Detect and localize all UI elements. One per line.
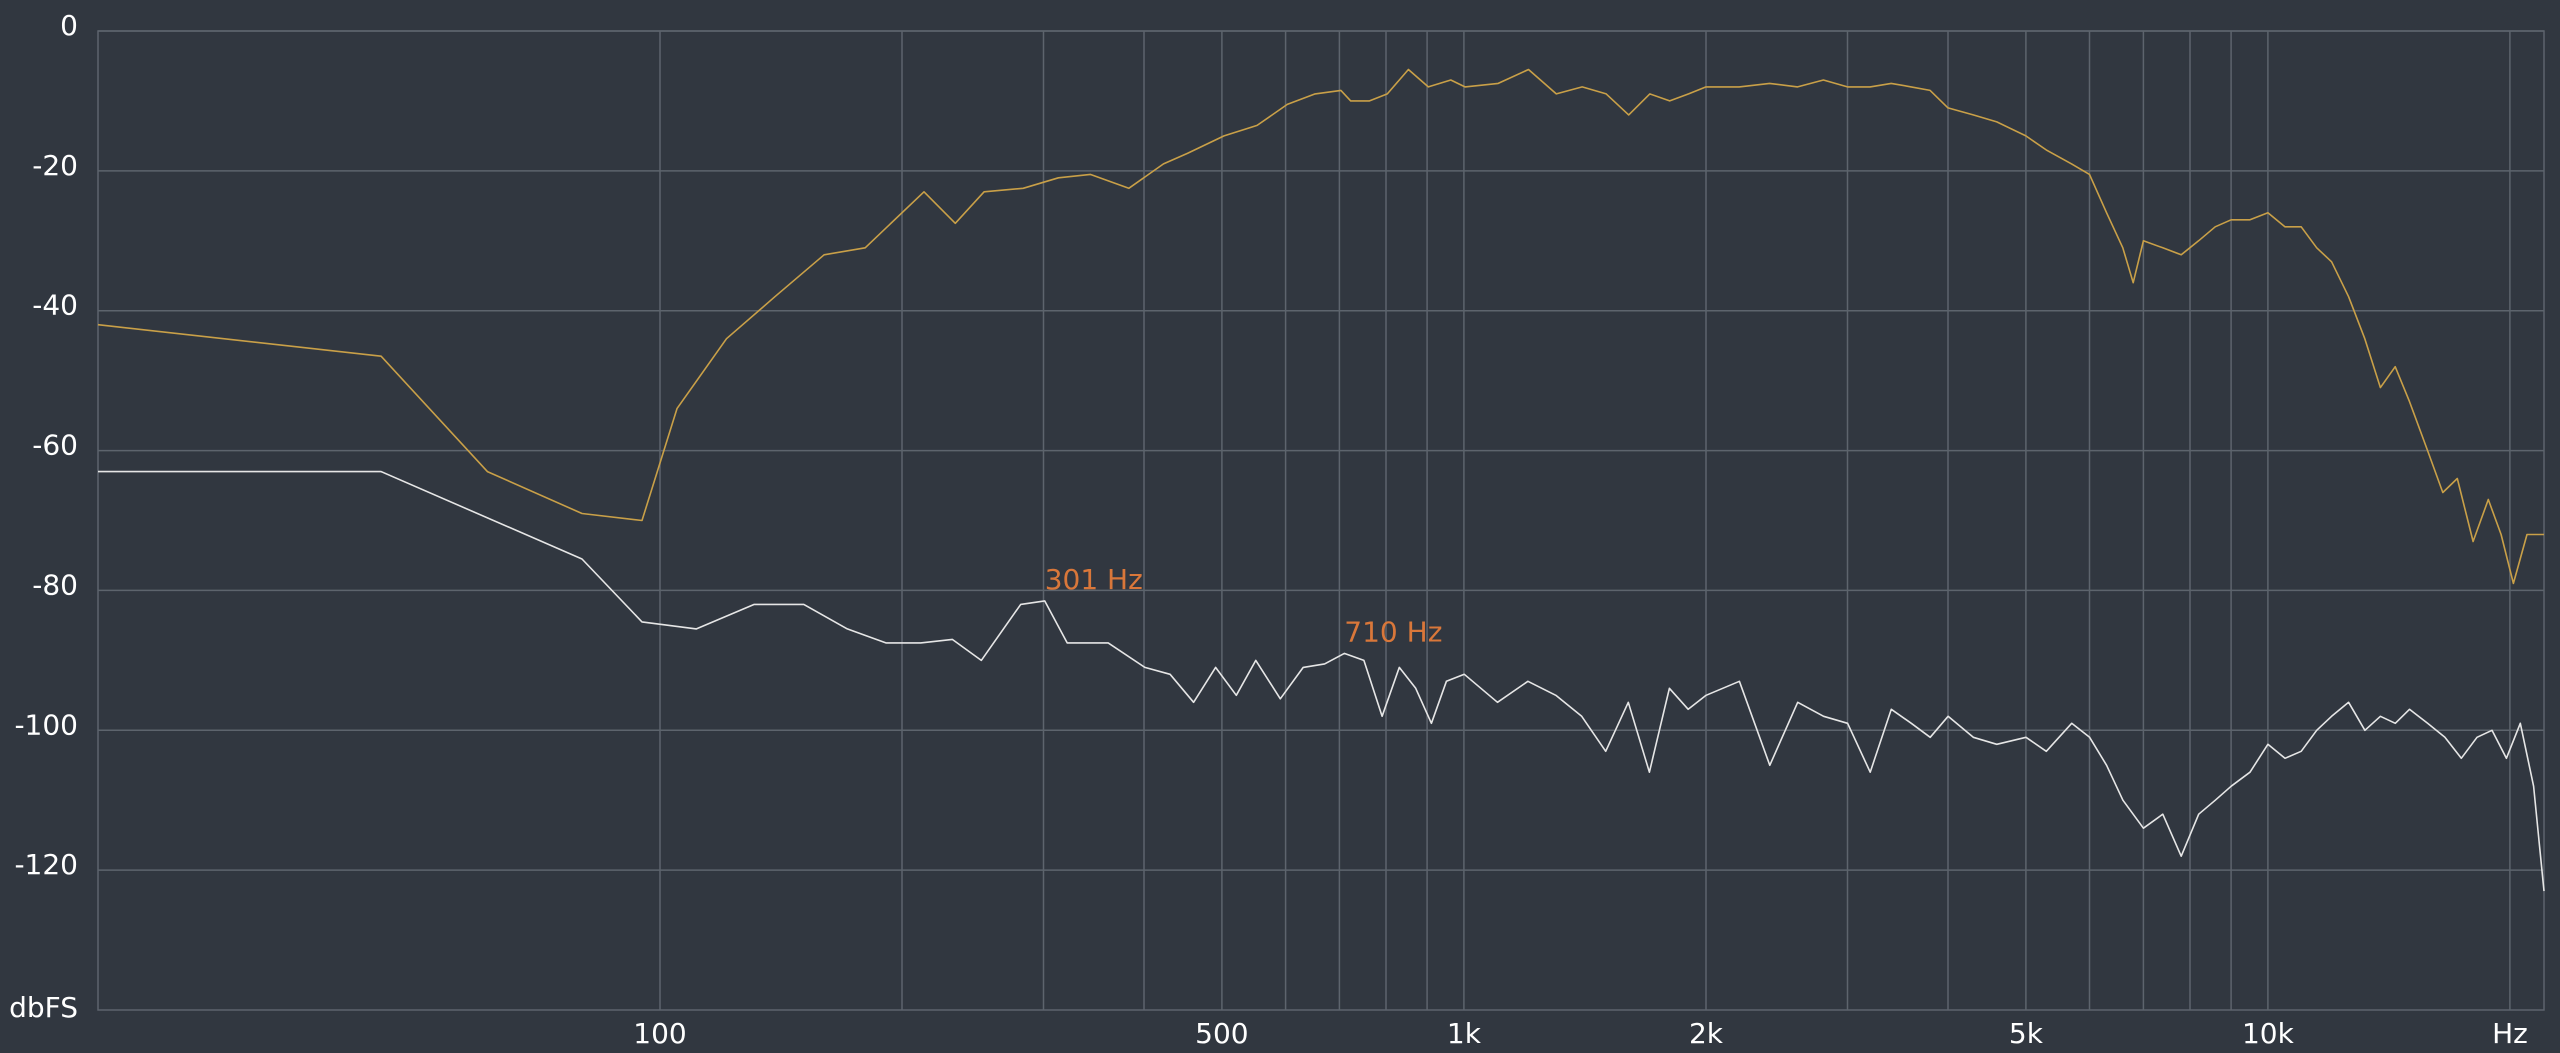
y-unit-label: dbFS	[9, 991, 78, 1024]
series-line-2	[98, 470, 2545, 892]
y-tick-label: 0	[60, 9, 78, 42]
x-tick-label: 100	[633, 1017, 686, 1050]
series-group	[97, 68, 2545, 892]
y-tick-label: -100	[14, 708, 78, 741]
x-tick-label: 1k	[1447, 1017, 1482, 1050]
y-tick-label: -20	[32, 149, 78, 182]
y-tick-label: -40	[32, 289, 78, 322]
series-line-1	[97, 68, 2544, 585]
x-axis-ticks: 100 500 1k 2k 5k 10k	[633, 1017, 2294, 1050]
peak-annotations: 301 Hz 710 Hz	[1045, 563, 1443, 649]
plot-frame	[97, 30, 2545, 1011]
x-unit-label: Hz	[2492, 1017, 2528, 1050]
x-tick-label: 10k	[2242, 1017, 2295, 1050]
y-tick-label: -60	[32, 429, 78, 462]
grid	[98, 30, 2544, 1010]
x-tick-label: 500	[1195, 1017, 1248, 1050]
y-axis-ticks: 0 -20 -40 -60 -80 -100 -120	[14, 9, 78, 881]
x-tick-label: 2k	[1689, 1017, 1724, 1050]
x-tick-label: 5k	[2009, 1017, 2044, 1050]
peak-label: 710 Hz	[1344, 615, 1442, 648]
y-tick-label: -80	[32, 568, 78, 601]
peak-label: 301 Hz	[1045, 563, 1143, 596]
y-tick-label: -120	[14, 848, 78, 881]
